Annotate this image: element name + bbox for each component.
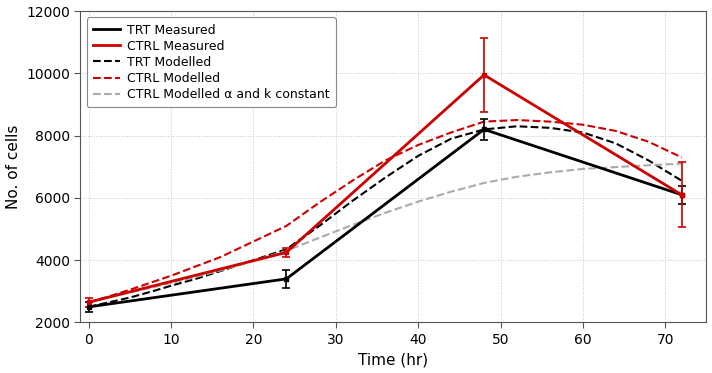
X-axis label: Time (hr): Time (hr) — [358, 352, 429, 367]
Y-axis label: No. of cells: No. of cells — [6, 125, 21, 209]
Legend: TRT Measured, CTRL Measured, TRT Modelled, CTRL Modelled, CTRL Modelled α and k : TRT Measured, CTRL Measured, TRT Modelle… — [87, 17, 335, 107]
